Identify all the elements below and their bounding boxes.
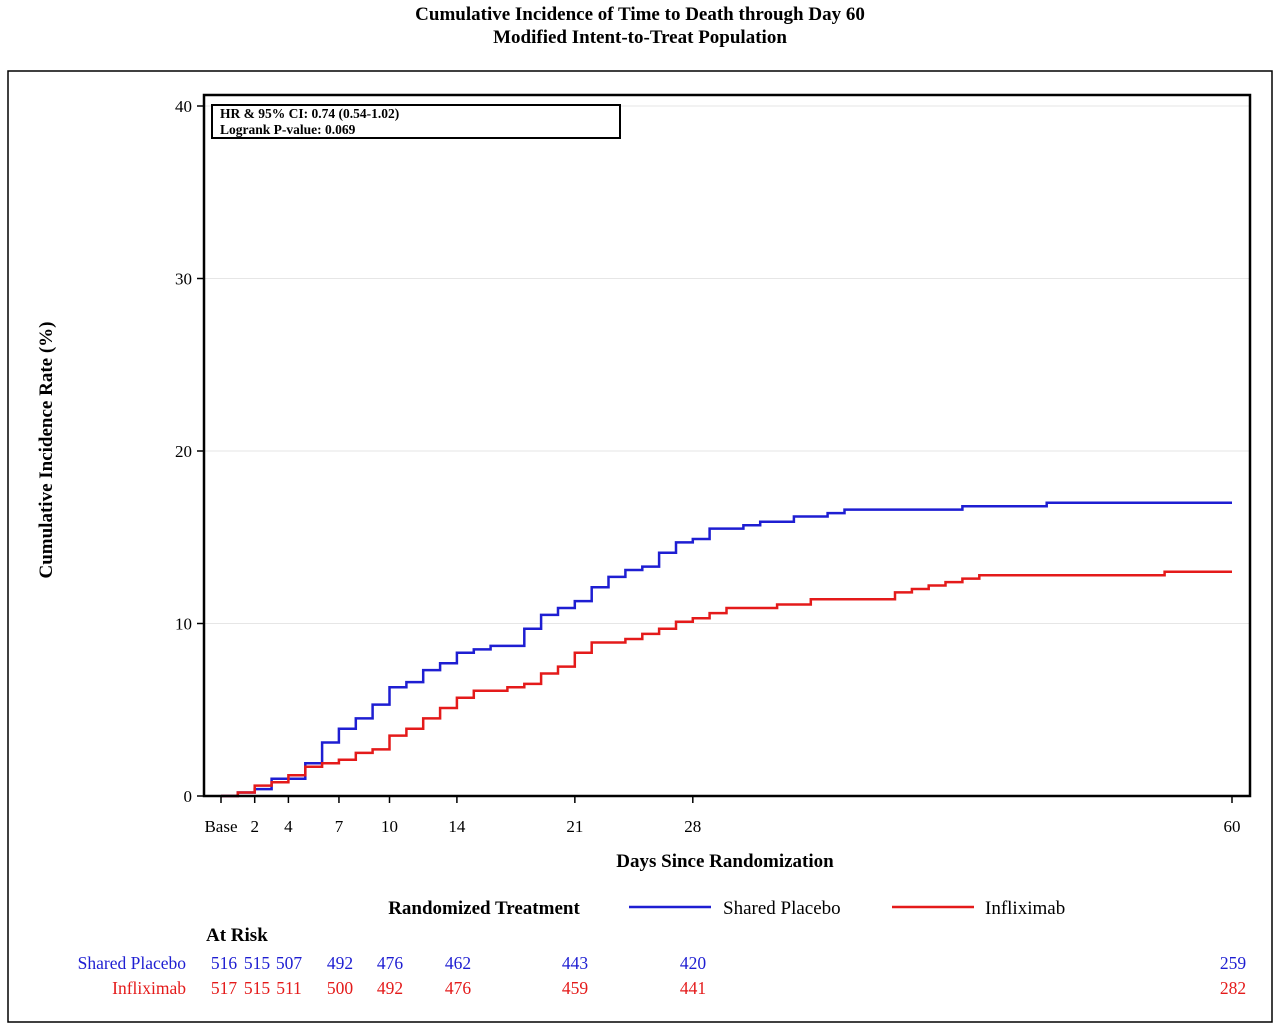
legend-label-shared-placebo: Shared Placebo — [723, 898, 841, 919]
gridlines — [205, 105, 1249, 624]
at-risk-count-shared-placebo: 462 — [445, 953, 471, 973]
chart-title: Cumulative Incidence of Time to Death th… — [415, 4, 865, 25]
y-tick-label-4: 40 — [175, 97, 192, 116]
plot-frame — [202, 93, 1252, 798]
legend: Shared Placebo Infliximab — [629, 898, 1065, 919]
at-risk-count-infliximab: 492 — [377, 978, 403, 998]
y-axis: 0 10 20 30 40 — [175, 97, 204, 806]
legend-title: Randomized Treatment — [388, 898, 580, 919]
x-tick-label-8: 60 — [1224, 817, 1241, 836]
y-tick-label-0: 0 — [184, 787, 193, 806]
at-risk-heading: At Risk — [206, 925, 268, 946]
y-tick-label-1: 10 — [175, 615, 192, 634]
at-risk-count-infliximab: 500 — [327, 978, 354, 998]
at-risk-count-shared-placebo: 420 — [680, 953, 707, 973]
at-risk-count-infliximab: 441 — [680, 978, 706, 998]
at-risk-count-shared-placebo: 515 — [244, 953, 271, 973]
at-risk-count-shared-placebo: 476 — [377, 953, 404, 973]
plot-series — [221, 501, 1232, 798]
at-risk-count-shared-placebo: 516 — [211, 953, 238, 973]
series-line-infliximab — [221, 570, 1232, 798]
stats-hr-text: HR & 95% CI: 0.74 (0.54-1.02) — [220, 106, 399, 121]
x-tick-label-1: 2 — [250, 817, 259, 836]
y-axis-label: Cumulative Incidence Rate (%) — [36, 322, 57, 579]
x-axis: Base 2 4 7 10 14 21 28 60 — [204, 796, 1241, 836]
x-tick-label-0: Base — [204, 817, 237, 836]
x-tick-label-5: 14 — [448, 817, 466, 836]
x-tick-label-2: 4 — [284, 817, 293, 836]
at-risk-table: Shared Placebo 516 515 507 492 476 462 443 420 25… — [78, 953, 1247, 998]
at-risk-label-infliximab: Infliximab — [112, 978, 186, 998]
at-risk-count-infliximab: 476 — [445, 978, 472, 998]
at-risk-count-shared-placebo: 507 — [276, 953, 303, 973]
at-risk-count-infliximab: 459 — [562, 978, 589, 998]
series-line-shared-placebo — [221, 501, 1232, 798]
chart-subtitle: Modified Intent-to-Treat Population — [493, 27, 787, 48]
at-risk-count-infliximab: 511 — [276, 978, 302, 998]
at-risk-count-shared-placebo: 492 — [327, 953, 353, 973]
at-risk-count-shared-placebo: 443 — [562, 953, 589, 973]
outer-frame — [7, 70, 1273, 1023]
x-tick-label-7: 28 — [684, 817, 701, 836]
legend-label-infliximab: Infliximab — [985, 898, 1065, 919]
x-axis-label: Days Since Randomization — [616, 851, 834, 872]
x-tick-label-4: 10 — [381, 817, 398, 836]
at-risk-label-shared-placebo: Shared Placebo — [78, 953, 187, 973]
x-tick-label-3: 7 — [335, 817, 344, 836]
at-risk-count-infliximab: 517 — [211, 978, 238, 998]
x-tick-label-6: 21 — [566, 817, 583, 836]
at-risk-count-infliximab: 515 — [244, 978, 271, 998]
y-tick-label-3: 30 — [175, 270, 192, 289]
y-tick-label-2: 20 — [175, 442, 192, 461]
stats-pvalue-text: Logrank P-value: 0.069 — [220, 122, 356, 137]
at-risk-count-infliximab: 282 — [1220, 978, 1246, 998]
at-risk-count-shared-placebo: 259 — [1220, 953, 1247, 973]
stats-inset-box — [211, 104, 621, 139]
